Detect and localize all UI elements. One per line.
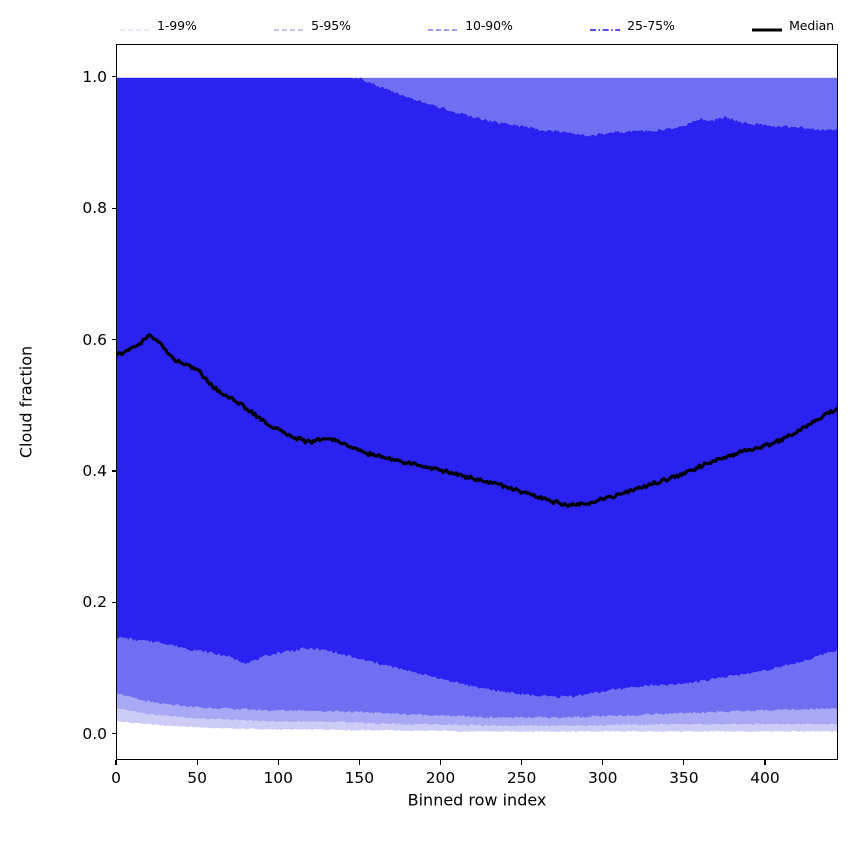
legend-label: Median: [789, 17, 834, 33]
legend-entry-5-95[interactable]: 5-95%: [274, 18, 351, 33]
x-tick-mark: [115, 760, 117, 765]
percentile-bands: [117, 77, 837, 733]
plot-area: [116, 44, 838, 760]
legend-label: 25-75%: [627, 17, 675, 33]
percentile-fan-chart: [117, 77, 837, 733]
x-tick-mark: [683, 760, 685, 765]
x-tick-mark: [602, 760, 604, 765]
x-tick-mark: [196, 760, 198, 765]
y-tick-label: 0.6: [82, 330, 107, 349]
x-tick-label: 50: [187, 769, 207, 787]
x-tick-label: 150: [344, 769, 375, 787]
y-tick-label: 1.0: [82, 67, 107, 86]
x-axis-label: Binned row index: [407, 790, 547, 810]
y-tick-mark: [111, 76, 116, 78]
y-tick-label: 0.8: [82, 199, 107, 218]
y-tick-mark: [111, 733, 116, 735]
legend-label: 10-90%: [465, 17, 513, 33]
y-tick-mark: [111, 470, 116, 472]
y-tick-mark: [111, 207, 116, 209]
chart-legend: 1-99% 5-95% 10-90% 25-75% Median: [116, 12, 838, 38]
y-tick-mark: [111, 601, 116, 603]
x-tick-label: 250: [506, 769, 537, 787]
x-tick-mark: [764, 760, 766, 765]
legend-entry-10-90[interactable]: 10-90%: [428, 18, 513, 33]
x-tick-label: 300: [587, 769, 618, 787]
y-tick-label: 0.2: [82, 593, 107, 612]
legend-label: 1-99%: [157, 17, 197, 33]
x-tick-mark: [521, 760, 523, 765]
legend-entry-median[interactable]: Median: [752, 18, 834, 33]
x-tick-label: 200: [425, 769, 456, 787]
y-tick-label: 0.0: [82, 724, 107, 743]
legend-entry-25-75[interactable]: 25-75%: [590, 18, 675, 33]
legend-label: 5-95%: [311, 17, 351, 33]
legend-entry-1-99[interactable]: 1-99%: [120, 18, 197, 33]
y-axis-label: Cloud fraction: [16, 345, 36, 459]
x-tick-label: 100: [263, 769, 294, 787]
y-tick-mark: [111, 338, 116, 341]
median-line: [117, 333, 837, 509]
x-tick-mark: [277, 760, 279, 765]
x-tick-label: 400: [750, 769, 780, 787]
y-tick-label: 0.4: [82, 461, 107, 480]
x-tick-label: 350: [669, 769, 699, 787]
x-tick-mark: [439, 760, 442, 765]
x-tick-mark: [358, 760, 360, 765]
x-tick-label: 0: [111, 769, 121, 787]
band-25-75: [117, 77, 837, 699]
